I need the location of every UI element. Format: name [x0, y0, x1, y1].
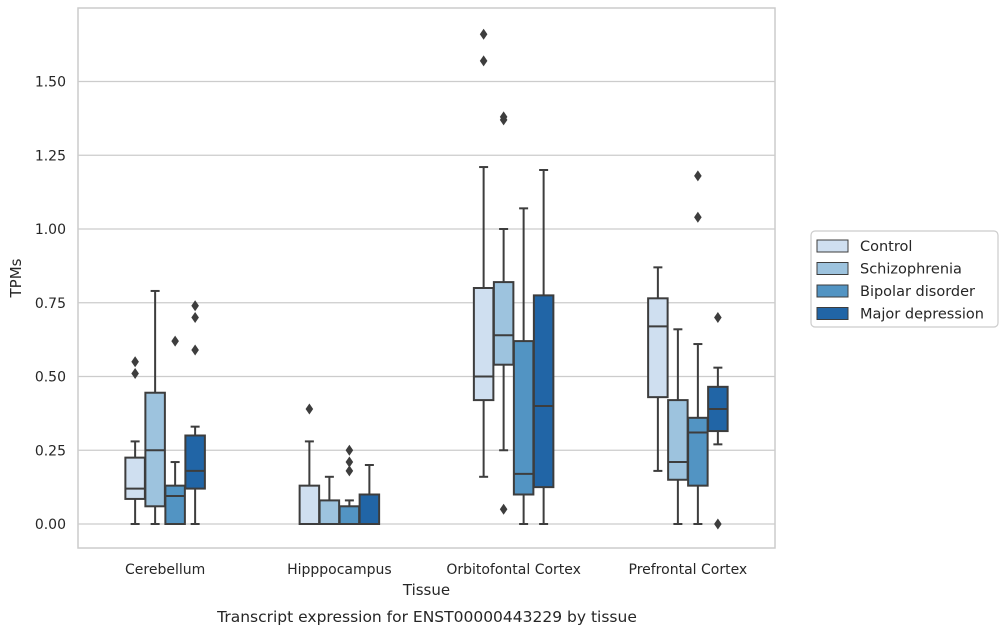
y-axis-label: TPMs: [7, 258, 25, 298]
outlier-point: [345, 465, 354, 477]
plot-area-frame: [77, 7, 776, 549]
box: [532, 169, 555, 525]
box: [647, 266, 669, 472]
legend-item: Major depression: [816, 307, 984, 323]
x-tick-label: Cerebellum: [125, 562, 205, 578]
box-iqr: [298, 484, 321, 525]
y-tick-label: 1.25: [35, 148, 66, 164]
box-iqr: [338, 505, 361, 525]
legend-label: Schizophrenia: [860, 262, 962, 278]
legend-label: Control: [860, 239, 912, 255]
outlier-point: [479, 28, 488, 40]
legend-box: [810, 230, 999, 328]
box-series: [124, 28, 729, 530]
y-tick-label: 0.25: [35, 443, 66, 459]
legend-item: Schizophrenia: [816, 262, 962, 278]
series-major-depression: [184, 169, 729, 530]
box-iqr: [647, 297, 669, 399]
box-iqr: [492, 281, 515, 366]
box: [667, 328, 689, 525]
y-tick-label: 0.75: [35, 296, 66, 312]
box-iqr: [184, 434, 206, 490]
box-iqr: [358, 493, 381, 525]
box: [512, 207, 535, 525]
outlier-point: [479, 55, 488, 67]
legend-label: Bipolar disorder: [860, 284, 975, 300]
legend-label: Major depression: [860, 307, 984, 323]
box: [318, 475, 341, 525]
box-iqr: [667, 399, 689, 481]
box: [144, 289, 166, 525]
outlier-point: [345, 444, 354, 456]
outlier-point: [345, 456, 354, 468]
outlier-point: [171, 335, 179, 347]
x-tick-label: Hipppocampus: [287, 562, 392, 578]
legend-item: Control: [816, 239, 912, 255]
legend-swatch: [816, 239, 849, 253]
y-tick-label: 1.00: [35, 222, 66, 238]
box-iqr: [124, 456, 146, 500]
legend: Control Schizophrenia Bipolar disorder Majo…: [810, 230, 999, 328]
series-bipolar-disorder: [164, 170, 709, 525]
y-tick-label: 0.00: [35, 517, 66, 533]
x-axis-ticks: Cerebellum Hipppocampus Orbitofontal Corte…: [125, 562, 747, 578]
box: [164, 335, 186, 525]
box: [358, 464, 381, 525]
outlier-point: [191, 344, 199, 356]
x-tick-label: Prefrontal Cortex: [629, 562, 748, 578]
outlier-point: [694, 170, 702, 182]
x-axis-label: Tissue: [402, 581, 450, 599]
outlier-point: [499, 503, 508, 515]
chart-caption: Transcript expression for ENST0000044322…: [216, 608, 637, 626]
box: [124, 356, 146, 525]
box-iqr: [472, 287, 495, 402]
y-axis-ticks: 0.00 0.25 0.50 0.75 1.00 1.25 1.50: [35, 75, 66, 534]
box-iqr: [512, 340, 535, 496]
box-iqr: [318, 499, 341, 525]
outlier-point: [305, 403, 314, 415]
legend-swatch: [816, 284, 849, 298]
outlier-point: [499, 111, 508, 123]
x-tick-label: Orbitofontal Cortex: [446, 562, 581, 578]
outlier-point: [131, 368, 139, 380]
box: [687, 170, 709, 525]
box: [707, 312, 729, 530]
box: [298, 403, 321, 525]
box: [338, 444, 361, 525]
box-iqr: [687, 416, 709, 487]
series-schizophrenia: [144, 111, 689, 525]
outlier-point: [131, 356, 139, 368]
legend-swatch: [816, 262, 849, 275]
outlier-point: [714, 312, 722, 323]
outlier-point: [191, 312, 199, 323]
y-tick-label: 1.50: [35, 75, 66, 91]
outlier-point: [714, 518, 722, 530]
series-control: [124, 28, 669, 525]
box-iqr: [532, 294, 555, 489]
outlier-point: [191, 300, 199, 312]
legend-item: Bipolar disorder: [816, 284, 975, 300]
y-tick-label: 0.50: [35, 370, 66, 386]
box: [492, 111, 515, 515]
outlier-point: [694, 211, 702, 223]
legend-swatch: [816, 307, 849, 320]
box: [184, 300, 206, 525]
box-iqr: [164, 484, 186, 525]
box: [472, 28, 495, 478]
